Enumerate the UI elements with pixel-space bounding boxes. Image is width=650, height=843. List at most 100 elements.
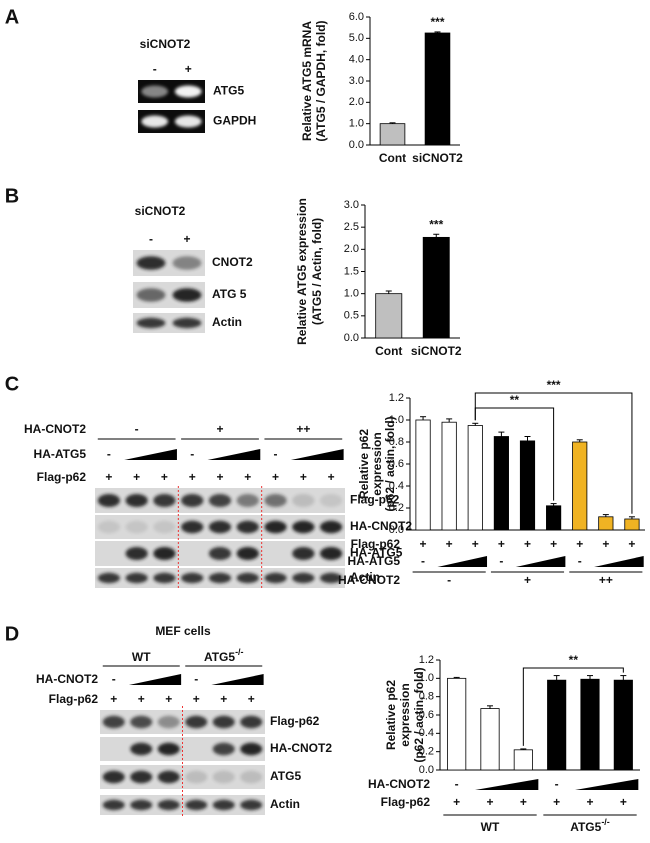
y-tick-label: 1.2 bbox=[389, 392, 404, 404]
treatment-sign: - bbox=[555, 777, 559, 791]
blot-row-label: ATG 5 bbox=[212, 287, 247, 301]
treatment-sign: + bbox=[586, 795, 593, 809]
treatment-group: ++ bbox=[296, 422, 310, 436]
group-label-text: WT bbox=[132, 650, 151, 664]
x-tick-label: Cont bbox=[375, 344, 402, 358]
significance: ** bbox=[569, 653, 579, 667]
blot-band bbox=[236, 520, 259, 534]
blot-band bbox=[212, 742, 235, 756]
y-tick-label: 1.5 bbox=[344, 265, 359, 277]
dose-triangle bbox=[211, 674, 264, 685]
dose-triangle bbox=[515, 556, 566, 567]
blot-band bbox=[130, 770, 153, 784]
bar bbox=[493, 436, 509, 531]
bar bbox=[424, 32, 451, 146]
blot-band bbox=[320, 520, 343, 534]
blot-row-label: HA-CNOT2 bbox=[270, 741, 332, 755]
blot-band bbox=[141, 115, 169, 128]
group-label-sup: -/- bbox=[235, 647, 244, 657]
treatment-sign: + bbox=[628, 537, 635, 551]
blot-band bbox=[125, 494, 148, 507]
significance-bracket bbox=[474, 392, 633, 514]
lane-sign: + bbox=[185, 62, 192, 76]
dose-triangle bbox=[437, 556, 488, 567]
y-tick-label: 4.0 bbox=[349, 54, 364, 66]
treatment-label: HA-CNOT2 bbox=[338, 573, 400, 587]
blot-band bbox=[136, 288, 166, 302]
blot-band bbox=[240, 799, 263, 811]
blot-band bbox=[240, 715, 263, 729]
treatment-sign: + bbox=[189, 470, 196, 484]
treatment-sign: - bbox=[455, 777, 459, 791]
treatment-sign: + bbox=[486, 795, 493, 809]
blot-band bbox=[172, 288, 202, 302]
significance: ** bbox=[510, 393, 520, 407]
blot-row-label: ATG5 bbox=[270, 769, 301, 783]
y-tick-label: 0.0 bbox=[389, 524, 404, 536]
blot-band bbox=[157, 770, 180, 784]
treatment-sign: - bbox=[274, 447, 278, 461]
bar bbox=[546, 505, 562, 531]
bar bbox=[547, 679, 567, 771]
treatment-label: HA-ATG5 bbox=[34, 447, 87, 461]
bar bbox=[422, 236, 450, 339]
x-tick-label: Cont bbox=[379, 151, 406, 165]
blot-band bbox=[264, 520, 287, 534]
blot-band bbox=[292, 572, 315, 584]
treatment-sign: + bbox=[520, 795, 527, 809]
blot-band bbox=[320, 494, 343, 507]
blot-row-label: GAPDH bbox=[213, 114, 256, 128]
treatment-sign: + bbox=[161, 470, 168, 484]
treatment-sign: + bbox=[220, 692, 227, 706]
blot-band bbox=[130, 799, 153, 811]
group-label: WT bbox=[132, 650, 151, 664]
blot-band bbox=[97, 520, 120, 534]
panel-letter: A bbox=[5, 6, 19, 28]
treatment-sign: - bbox=[578, 554, 582, 568]
significance: *** bbox=[547, 378, 561, 392]
treatment-label: HA-CNOT2 bbox=[36, 672, 98, 686]
group-label: ATG5-/- bbox=[204, 647, 244, 664]
bar bbox=[624, 518, 640, 531]
treatment-sign: + bbox=[193, 692, 200, 706]
treatment-sign: + bbox=[248, 692, 255, 706]
treatment-sign: + bbox=[133, 470, 140, 484]
y-tick-label: 0.8 bbox=[419, 691, 434, 703]
y-axis-label: Relative ATG5 expression bbox=[295, 198, 309, 345]
blot-band bbox=[292, 494, 315, 507]
blot-band bbox=[172, 317, 202, 329]
blot-band bbox=[97, 494, 120, 507]
bar bbox=[441, 421, 457, 531]
treatment-label: HA-CNOT2 bbox=[24, 422, 86, 436]
treatment-sign: + bbox=[165, 692, 172, 706]
blot-band bbox=[174, 85, 202, 98]
treatment-sign: + bbox=[328, 470, 335, 484]
blot-band bbox=[208, 520, 232, 534]
blot-band bbox=[264, 494, 287, 507]
blot-row-label: Flag-p62 bbox=[270, 714, 320, 728]
y-tick-label: 5.0 bbox=[349, 32, 364, 44]
blot-band bbox=[208, 572, 232, 584]
blot-band bbox=[97, 572, 120, 584]
blot-band bbox=[185, 715, 208, 729]
y-axis-label: Relative p62 bbox=[384, 680, 398, 750]
treatment-sign: + bbox=[138, 692, 145, 706]
y-tick-label: 2.5 bbox=[344, 221, 359, 233]
blot-band bbox=[136, 256, 166, 270]
dose-triangle bbox=[475, 779, 539, 790]
treatment-sign: - bbox=[190, 447, 194, 461]
significance-bracket bbox=[522, 667, 624, 746]
panel-letter: B bbox=[5, 185, 19, 207]
treatment-sign: + bbox=[550, 537, 557, 551]
treatment-sign: + bbox=[300, 470, 307, 484]
y-axis-label: (p62 / actin, fold) bbox=[383, 416, 397, 511]
bar bbox=[480, 708, 500, 771]
blot-band bbox=[102, 770, 125, 784]
treatment-sign: + bbox=[216, 470, 223, 484]
bar bbox=[415, 419, 431, 531]
group-label-text: ATG5 bbox=[204, 650, 235, 664]
bar bbox=[598, 516, 614, 531]
blot-band bbox=[236, 494, 259, 507]
blot-band bbox=[102, 799, 125, 811]
y-tick-label: 1.0 bbox=[344, 288, 359, 300]
